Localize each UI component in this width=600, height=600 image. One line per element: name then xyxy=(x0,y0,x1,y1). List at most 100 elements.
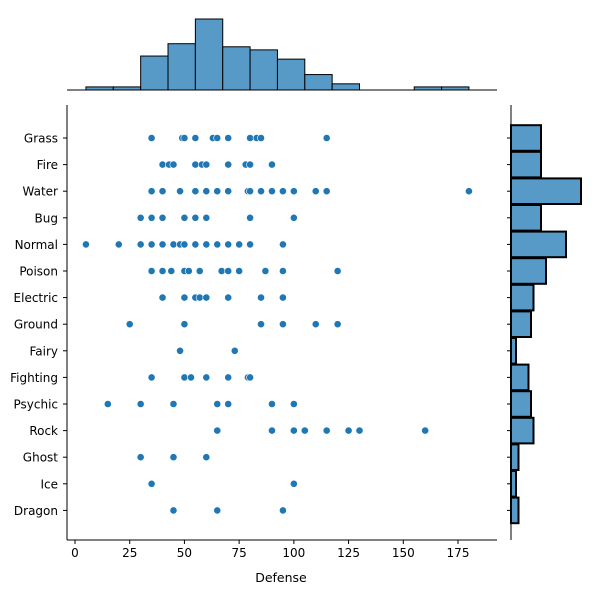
scatter-point xyxy=(246,240,254,249)
x-tick-label: 50 xyxy=(177,546,192,560)
y-hist-bar xyxy=(510,204,542,232)
scatter-point xyxy=(147,267,156,275)
scatter-point xyxy=(158,240,167,249)
scatter-point xyxy=(235,267,244,275)
scatter-point xyxy=(289,479,298,488)
scatter-point xyxy=(169,506,178,515)
scatter-point xyxy=(158,187,167,196)
x-hist-bar xyxy=(331,83,361,91)
top-marginal-histogram xyxy=(67,18,497,91)
scatter-point xyxy=(202,160,211,169)
scatter-point xyxy=(136,400,145,408)
y-tick-label: Psychic xyxy=(13,398,58,412)
scatter-point xyxy=(136,453,145,462)
scatter-point xyxy=(158,213,167,222)
scatter-point xyxy=(202,187,211,196)
scatter-point xyxy=(158,293,167,302)
y-tick-label: Fairy xyxy=(29,344,58,358)
scatter-point xyxy=(169,453,178,462)
scatter-point xyxy=(279,506,287,515)
y-tick-label: Poison xyxy=(19,265,58,279)
scatter-point xyxy=(246,160,254,169)
y-hist-bar xyxy=(510,416,535,445)
scatter-point xyxy=(82,240,90,249)
scatter-point xyxy=(224,400,233,408)
y-tick-label: Ice xyxy=(40,477,58,491)
scatter-point xyxy=(167,267,176,275)
x-tick-label: 75 xyxy=(232,546,247,560)
scatter-point xyxy=(268,187,276,196)
scatter-point xyxy=(147,213,156,222)
scatter-point xyxy=(261,267,270,275)
scatter-point xyxy=(195,293,204,302)
x-hist-bar xyxy=(194,18,224,91)
y-hist-bar xyxy=(510,337,517,365)
scatter-point xyxy=(246,213,254,222)
scatter-point xyxy=(195,267,204,275)
scatter-point xyxy=(136,213,145,222)
scatter-point xyxy=(333,320,342,329)
scatter-point xyxy=(191,187,200,196)
y-hist-bar xyxy=(510,283,535,312)
scatter-point xyxy=(279,187,287,196)
scatter-point xyxy=(158,267,167,275)
scatter-point xyxy=(169,160,178,169)
scatter-point xyxy=(257,320,265,329)
scatter-points xyxy=(82,134,473,515)
x-hist-bar xyxy=(167,43,196,91)
scatter-point xyxy=(230,346,239,355)
y-hist-bar xyxy=(510,124,542,152)
scatter-point xyxy=(268,426,276,435)
y-tick-label: Ghost xyxy=(23,451,58,465)
scatter-point xyxy=(465,187,473,196)
scatter-point xyxy=(180,213,189,222)
scatter-point xyxy=(344,426,353,435)
y-tick-label: Water xyxy=(23,185,59,199)
scatter-point xyxy=(355,426,364,435)
scatter-point xyxy=(202,453,211,462)
scatter-point xyxy=(322,134,331,142)
scatter-point xyxy=(300,426,309,435)
y-tick-label: Fire xyxy=(37,158,58,172)
scatter-point xyxy=(322,187,331,196)
x-tick-label: 150 xyxy=(392,546,415,560)
scatter-point xyxy=(180,293,189,302)
scatter-point xyxy=(246,373,254,382)
y-tick-label: Electric xyxy=(14,291,58,305)
scatter-point xyxy=(176,187,184,196)
scatter-point xyxy=(114,240,123,249)
y-hist-bar xyxy=(510,390,532,418)
scatter-point xyxy=(180,320,189,329)
scatter-point xyxy=(191,213,200,222)
scatter-point xyxy=(235,240,244,249)
y-hist-bar xyxy=(510,443,520,471)
scatter-point xyxy=(224,293,233,302)
y-hist-bar xyxy=(510,177,582,205)
scatter-point xyxy=(224,240,233,249)
scatter-point xyxy=(180,134,189,142)
y-hist-bar xyxy=(510,310,532,338)
scatter-point xyxy=(289,187,298,196)
scatter-point xyxy=(279,293,287,302)
y-tick-label: Grass xyxy=(24,132,58,146)
x-axis-label: Defense xyxy=(255,570,307,585)
scatter-point xyxy=(187,373,195,382)
scatter-point xyxy=(289,426,298,435)
scatter-point xyxy=(224,187,233,196)
y-hist-bar xyxy=(510,496,520,525)
scatter-point xyxy=(224,267,233,275)
scatter-point xyxy=(180,240,189,249)
scatter-point xyxy=(289,400,298,408)
scatter-point xyxy=(202,373,211,382)
scatter-point xyxy=(158,160,167,169)
scatter-point xyxy=(213,506,222,515)
y-tick-label: Ground xyxy=(14,318,58,332)
scatter-point xyxy=(176,346,184,355)
right-marginal-histogram xyxy=(507,105,582,540)
scatter-point xyxy=(213,134,222,142)
scatter-point xyxy=(333,267,342,275)
main-axes: 0 25 50 75 100 125 150 175 Grass Fire Water Bug Norm… xyxy=(10,105,497,560)
scatter-point xyxy=(191,134,200,142)
scatter-point xyxy=(136,240,145,249)
scatter-point xyxy=(202,213,211,222)
